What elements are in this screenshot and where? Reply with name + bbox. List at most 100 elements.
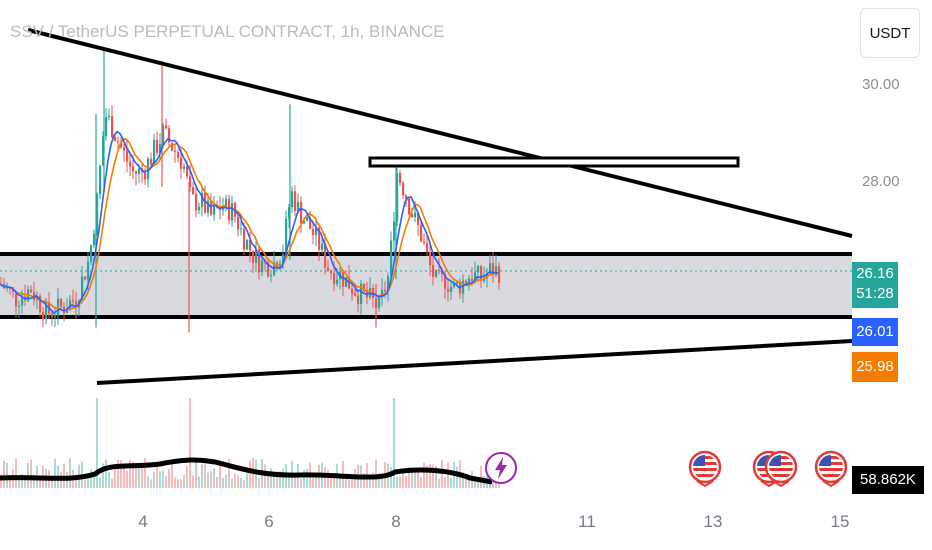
candle-body <box>120 142 123 148</box>
candle-body <box>189 176 192 188</box>
volume-bar <box>159 471 161 488</box>
volume-bar <box>417 468 419 488</box>
candle-body <box>462 280 465 294</box>
candle-body <box>465 280 468 285</box>
volume-bar <box>300 478 302 488</box>
volume-bar <box>270 468 272 488</box>
volume-bar <box>0 474 2 488</box>
volume-bar <box>222 478 224 488</box>
candle-body <box>414 212 417 218</box>
candle-body <box>273 262 276 276</box>
candle-body <box>180 157 183 169</box>
volume-bar <box>474 476 476 488</box>
candle-body <box>480 266 483 281</box>
candle-body <box>318 227 321 250</box>
volume-bar <box>207 472 209 488</box>
candle-body <box>237 216 240 230</box>
candle-body <box>288 207 291 219</box>
volume-bar <box>372 472 374 488</box>
rising-trendline[interactable] <box>96 339 853 385</box>
candle-body <box>195 194 198 211</box>
candle-body <box>87 261 90 280</box>
volume-bar <box>246 473 248 488</box>
candle-body <box>285 218 288 255</box>
candle-body <box>498 266 501 283</box>
candle-body <box>81 276 84 301</box>
ma-fast-line <box>0 130 499 315</box>
candle-body <box>372 288 375 299</box>
volume-bar <box>39 478 41 488</box>
volume-bar <box>402 469 404 488</box>
us-flag-icon[interactable] <box>814 450 848 488</box>
candle-body <box>474 272 477 282</box>
candle-body <box>30 289 33 293</box>
us-flag-icon[interactable] <box>688 450 722 488</box>
volume-average-line <box>0 457 493 485</box>
volume-bar <box>51 477 53 488</box>
candle-body <box>342 271 345 287</box>
candle-body <box>291 191 294 208</box>
candle-body <box>300 201 303 224</box>
candle-body <box>390 240 393 277</box>
lightning-bolt-icon[interactable] <box>484 451 518 485</box>
volume-bar <box>294 475 296 488</box>
candle-body <box>405 195 408 199</box>
candle-body <box>21 296 24 306</box>
volume-bar <box>276 472 278 488</box>
volume-bar <box>393 398 395 488</box>
volume-bar <box>282 468 284 488</box>
volume-bar <box>273 472 275 488</box>
candle-body <box>297 201 300 211</box>
last-price-tag: 26.16 51:28 <box>852 262 898 308</box>
volume-bar <box>363 472 365 488</box>
candle-body <box>378 297 381 308</box>
volume-bar <box>450 477 452 488</box>
volume-bar <box>144 458 146 488</box>
x-tick-label: 6 <box>264 512 274 531</box>
candle-body <box>408 198 411 215</box>
chart-title: SSV / TetherUS PERPETUAL CONTRACT, 1h, B… <box>10 22 445 41</box>
candle-body <box>255 249 258 263</box>
candle-body <box>246 240 249 250</box>
candle-body <box>126 150 129 162</box>
ma-fast-tag: 26.01 <box>852 318 898 346</box>
candle-body <box>174 150 177 153</box>
volume-bar <box>438 478 440 488</box>
x-tick-label: 11 <box>578 512 596 531</box>
volume-bar <box>225 474 227 488</box>
candle-body <box>432 265 435 277</box>
candle-body <box>309 217 312 229</box>
candle-body <box>393 221 396 241</box>
volume-bar <box>369 476 371 488</box>
volume-bar <box>312 478 314 488</box>
volume-bar <box>480 465 482 488</box>
candle-body <box>306 217 309 221</box>
candle-body <box>201 192 204 207</box>
volume-bar <box>168 468 170 488</box>
candle-body <box>183 166 186 169</box>
volume-bar <box>378 473 380 488</box>
volume-bar <box>138 462 140 488</box>
candle-body <box>423 241 426 243</box>
us-flag-icon[interactable] <box>764 450 798 488</box>
candle-body <box>438 269 441 272</box>
volume-bar <box>96 398 98 488</box>
volume-bar <box>183 474 185 488</box>
candle-body <box>333 273 336 284</box>
descending-trendline[interactable] <box>27 28 853 238</box>
candle-body <box>6 287 9 289</box>
candle-body <box>69 300 72 310</box>
candle-body <box>324 243 327 268</box>
volume-bar <box>390 466 392 488</box>
volume-bar <box>411 466 413 488</box>
candle-body <box>198 206 201 211</box>
candle-body <box>132 166 135 172</box>
volume-bar <box>468 479 470 488</box>
candle-body <box>417 212 420 225</box>
resistance-rectangle[interactable] <box>368 156 740 168</box>
support-resistance-zone[interactable] <box>0 254 852 317</box>
candle-body <box>177 152 180 158</box>
candle-body <box>114 137 117 142</box>
currency-button[interactable]: USDT <box>860 8 920 58</box>
